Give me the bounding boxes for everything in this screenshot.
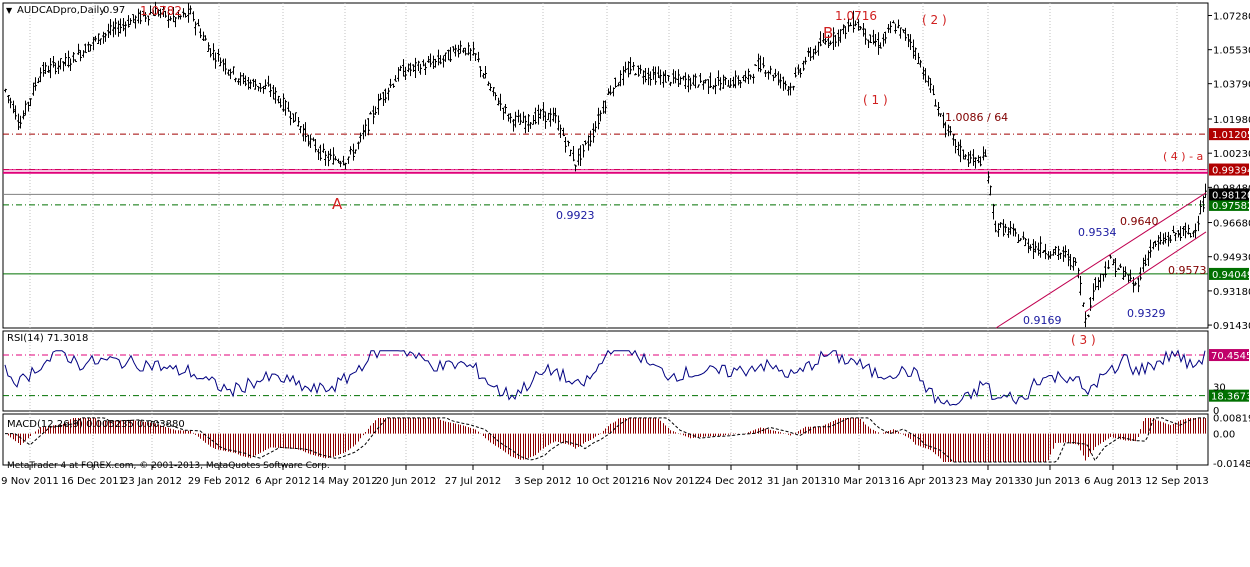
menu-arrow-icon[interactable]: ▼ — [6, 6, 13, 15]
price-level-badge — [1209, 188, 1249, 201]
time-tick-label: 29 Feb 2012 — [188, 476, 250, 487]
trend-channel-line — [995, 192, 1207, 329]
time-tick-label: 16 Dec 2011 — [61, 476, 125, 487]
rsi-tick-label: 0 — [1213, 406, 1219, 417]
time-tick-label: 27 Jul 2012 — [445, 476, 502, 487]
rsi-tick-label: 30 — [1213, 383, 1226, 394]
price-level-badge-label: 0.99394 — [1212, 166, 1250, 177]
macd-indicator-group: 0.008195 0.00 -0.014872 — [5, 414, 1250, 470]
time-tick-label: 20 Jun 2012 — [376, 476, 436, 487]
time-tick-label: 10 Mar 2013 — [827, 476, 890, 487]
price-levels-group — [3, 133, 1208, 275]
rsi-title: RSI(14) 71.3018 — [7, 333, 88, 344]
chart-annotation: 1.0782 — [140, 4, 182, 18]
price-level-badge — [1209, 267, 1249, 280]
price-level-badge-label: 0.97582 — [1212, 201, 1250, 212]
time-tick-label: 6 Aug 2013 — [1084, 476, 1142, 487]
price-tick-label: 1.03790 — [1213, 80, 1250, 91]
symbol-title: AUDCADpro,Daily — [17, 5, 105, 16]
rsi-level-label: 70.45455 — [1211, 351, 1250, 362]
chart-annotation: ( 2 ) — [922, 13, 947, 27]
price-level-badge-label: 0.94049 — [1212, 270, 1250, 281]
chart-annotation: A — [332, 195, 343, 213]
price-bars-group — [4, 1, 1207, 328]
price-level-badge-label: 1.01205 — [1212, 130, 1250, 141]
time-tick-label: 3 Sep 2012 — [514, 476, 571, 487]
price-tick-label: 0.91430 — [1213, 321, 1250, 332]
grid-group — [29, 3, 1178, 465]
rsi-indicator-group: 70.45455 18.3673530 0 — [3, 349, 1250, 417]
main-panel-frame — [2, 2, 1209, 329]
chart-annotation: 0.9169 — [1023, 314, 1062, 327]
price-level-badge — [1209, 128, 1249, 141]
macd-tick-label: -0.014872 — [1213, 459, 1250, 470]
time-tick-label: 6 Apr 2012 — [255, 476, 310, 487]
time-tick-label: 12 Sep 2013 — [1145, 476, 1208, 487]
price-tick-label: 1.07280 — [1213, 12, 1250, 23]
price-level-badge — [1209, 198, 1249, 211]
macd-title: MACD(12,26,9) 0.005235 0.003880 — [7, 419, 185, 430]
chart-annotation: 1.0086 / 64 — [945, 111, 1008, 124]
price-level-badge-label: 0.98120 — [1212, 190, 1250, 201]
chart-annotation: ( 4 ) - a — [1163, 150, 1203, 163]
rsi-level-badge — [1209, 389, 1249, 402]
price-tick-label: 1.01980 — [1213, 115, 1250, 126]
time-tick-label: 10 Oct 2012 — [576, 476, 638, 487]
time-tick-label: 14 May 2012 — [312, 476, 377, 487]
rsi-line — [4, 349, 1206, 406]
trend-channel-line — [1084, 231, 1207, 313]
time-tick-label: 23 Jan 2012 — [122, 476, 182, 487]
time-tick-label: 9 Nov 2011 — [1, 476, 59, 487]
chart-annotation: 0.9923 — [556, 209, 595, 222]
chart-annotation: 0.9573 — [1168, 264, 1207, 277]
time-tick-label: 16 Apr 2013 — [892, 476, 954, 487]
chart-annotation: ( 1 ) — [863, 93, 888, 107]
price-tick-label: 1.05530 — [1213, 46, 1250, 57]
chart-annotation: B — [823, 24, 833, 42]
rsi-level-label: 18.36735 — [1211, 392, 1250, 403]
macd-tick-label: 0.00 — [1213, 430, 1235, 441]
price-axis-group: 1.072801.055301.037901.019801.002300.984… — [1208, 12, 1250, 332]
time-tick-label: 23 May 2013 — [955, 476, 1020, 487]
rsi-panel-frame — [2, 330, 1209, 412]
time-tick-label: 31 Jan 2013 — [767, 476, 827, 487]
macd-signal-line — [5, 417, 1205, 463]
chart-annotation: 0.9640 — [1120, 215, 1159, 228]
chart-annotation: ( 3 ) — [1071, 333, 1096, 347]
trend-channel-group — [995, 192, 1207, 329]
rsi-level-badge — [1209, 349, 1249, 362]
time-tick-label: 24 Dec 2012 — [699, 476, 763, 487]
last-close-short: 0.97 — [103, 5, 125, 16]
copyright-text: MetaTrader 4 at FOREX.com, © 2001-2013, … — [7, 461, 330, 471]
time-tick-label: 16 Nov 2012 — [637, 476, 701, 487]
chart-annotation: 0.9329 — [1127, 307, 1166, 320]
chart-annotation: 0.9534 — [1078, 226, 1117, 239]
price-level-badge — [1209, 163, 1249, 176]
chart-annotation: 1.0716 — [835, 9, 877, 23]
macd-tick-label: 0.008195 — [1213, 414, 1250, 425]
time-tick-label: 30 Jun 2013 — [1020, 476, 1080, 487]
